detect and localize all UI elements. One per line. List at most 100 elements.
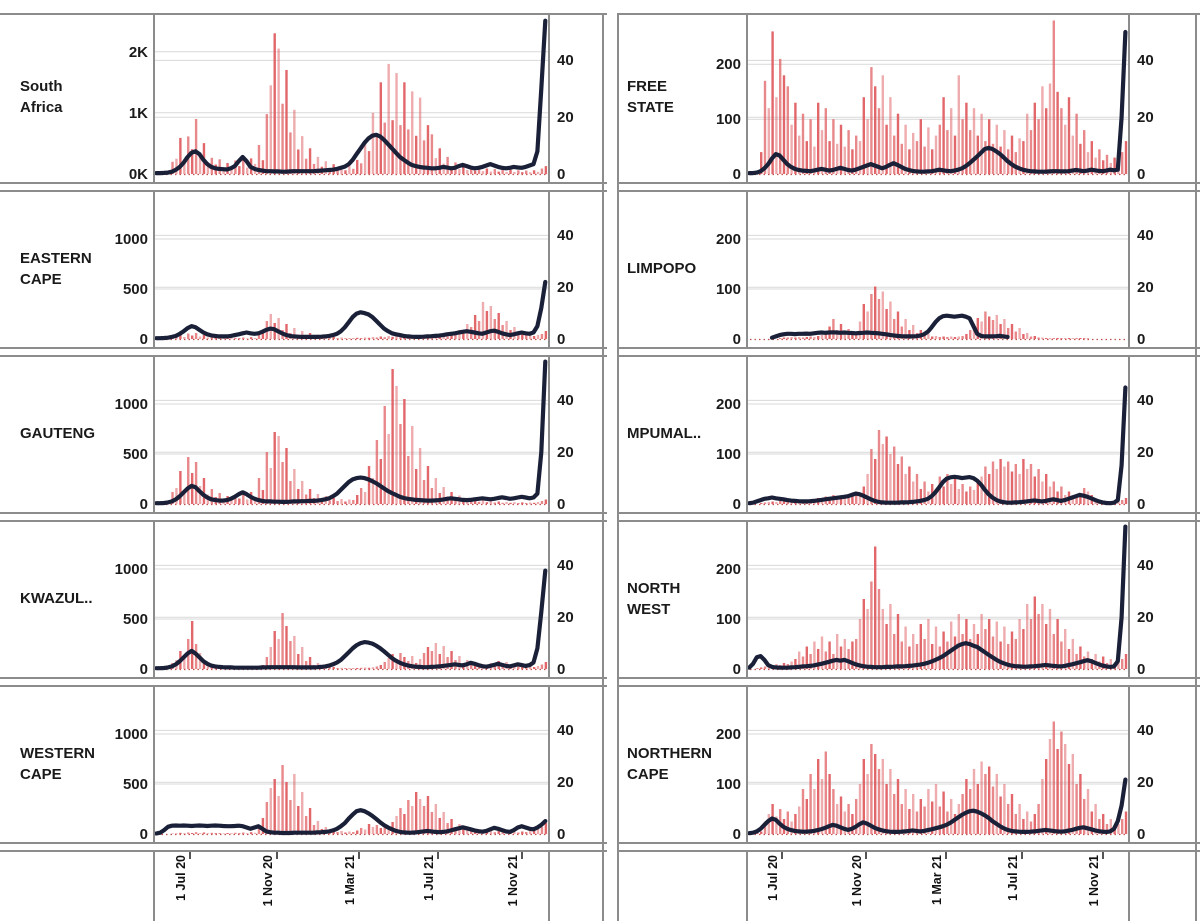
row-label-free-state: FREE STATE [627,78,674,116]
row-label-eastern-cape: EASTERN CAPE [20,250,92,288]
x-axis-tick-mark [521,852,524,859]
row-label-mpumalanga: MPUMAL.. [627,425,702,443]
y-axis-tick-label: 200 [715,56,741,74]
chart-panel-free-state: FREE STATE 200 100 0 40 20 0 [617,13,1200,182]
row-label-limpopo: LIMPOPO [627,260,697,278]
y-axis-tick-label: 200 [715,726,741,743]
daily-bars-series [779,286,1090,339]
x-axis-label: 1 Mar 21 [343,855,358,906]
daily-bars-series [756,721,1128,834]
panel-separator [0,842,607,852]
top-border-line [0,13,607,15]
daily-bars-series [171,765,548,834]
gridlines [748,234,1128,290]
x-axis-label: 1 Nov 20 [260,855,275,907]
chart-canvas [748,234,1128,341]
chart-canvas [748,524,1128,671]
gridlines [155,51,548,118]
y-axis-tick-label: 1000 [114,231,148,248]
y-axis-tick-label: 200 [715,231,741,248]
chart-panel-north-west: NORTH WEST 200 100 0 40 20 0 [617,522,1200,677]
trend-line [748,29,1128,176]
right-axis-tick-label: 0 [557,496,566,513]
right-axis-tick-label: 0 [557,166,566,183]
y-axis-tick-label: 500 [122,446,148,463]
x-axis-label: 1 Jul 21 [1005,855,1020,901]
daily-bars-series [167,369,548,504]
x-axis-tick-mark [358,852,361,859]
y-axis-tick-label: 0 [732,166,741,183]
chart-plot-kwazulu-natal [153,522,550,677]
y-axis-tick-label: 100 [715,776,741,793]
right-axis-tick-label: 40 [557,722,574,740]
y-axis-tick-label: 0 [139,496,148,513]
column-left-border [617,13,619,921]
x-axis-frame [746,852,1130,921]
trend-line [155,808,548,836]
y-axis-tick-label: 100 [715,446,741,463]
column-right-border [602,13,604,921]
gridlines [748,59,1128,120]
right-axis-tick-label: 0 [557,331,566,348]
right-axis-tick-label: 40 [557,227,574,245]
row-label-northern-cape: NORTHERN CAPE [627,745,712,783]
column-right: FREE STATE 200 100 0 40 20 0 LIMPOPO 200 100 0 4… [617,0,1200,921]
daily-bars-series [756,20,1128,175]
x-axis-label: 1 Jul 20 [766,855,781,901]
daily-bars-series [167,613,548,669]
right-axis-tick-label: 20 [557,279,574,297]
right-axis-tick-label: 40 [557,392,574,410]
right-axis-tick-label: 40 [557,557,574,575]
top-border-line [617,13,1200,15]
trend-line [155,568,548,671]
y-axis-tick-label: 1K [128,104,148,122]
x-axis-label: 1 Jul 20 [174,855,189,901]
row-label-western-cape: WESTERN CAPE [20,745,95,783]
y-axis-tick-label: 0K [128,166,148,183]
right-axis-tick-label: 40 [557,52,574,70]
trend-line [155,279,548,341]
panel-separator [0,677,607,687]
trend-line [748,385,1128,506]
gridlines [748,564,1128,620]
chart-plot-western-cape [153,687,550,842]
chart-plot-eastern-cape [153,192,550,347]
y-axis-tick-label: 0 [732,331,741,348]
chart-plot-gauteng [153,357,550,512]
x-axis-area-right: 1 Jul 20 1 Nov 20 1 Mar 21 1 Jul 21 1 Nov 21 [617,852,1200,921]
right-axis-tick-label: 20 [1137,774,1154,792]
x-axis-frame [153,852,550,921]
y-axis-tick-label: 0 [139,826,148,843]
y-axis-tick-label: 100 [715,111,741,129]
x-axis-tick-mark [275,852,278,859]
right-axis-tick-label: 0 [1137,826,1146,843]
chart-panel-limpopo: LIMPOPO 200 100 0 40 20 0 [617,192,1200,347]
trend-line [155,18,548,176]
right-axis-tick-label: 20 [1137,279,1154,297]
x-axis-tick-mark [781,852,784,859]
y-axis-tick-label: 1000 [114,561,148,578]
x-axis-tick-mark [944,852,947,859]
y-axis-tick-label: 200 [715,561,741,578]
trend-line [748,524,1128,670]
right-axis-tick-label: 40 [1137,557,1154,575]
row-label-north-west: NORTH WEST [627,580,681,618]
trend-line [748,777,1128,836]
chart-canvas [155,234,548,341]
right-axis-tick-label: 20 [557,444,574,462]
chart-canvas [748,721,1128,836]
x-axis-label: 1 Nov 21 [506,855,521,907]
chart-canvas [748,385,1128,506]
right-axis-tick-label: 40 [1137,392,1154,410]
chart-plot-south-africa [153,13,550,182]
right-axis-tick-label: 40 [1137,722,1154,740]
column-left: South Africa 2K 1K 0K 40 20 0 EASTERN CAPE 10… [0,13,607,921]
right-axis-tick-label: 0 [557,661,566,678]
chart-panel-mpumalanga: MPUMAL.. 200 100 0 40 20 0 [617,357,1200,512]
right-axis-tick-label: 0 [557,826,566,843]
panel-separator [0,347,607,357]
chart-canvas [155,564,548,671]
right-axis-tick-label: 20 [1137,109,1154,127]
panel-separator [0,182,607,192]
column-right-border [1195,13,1197,921]
